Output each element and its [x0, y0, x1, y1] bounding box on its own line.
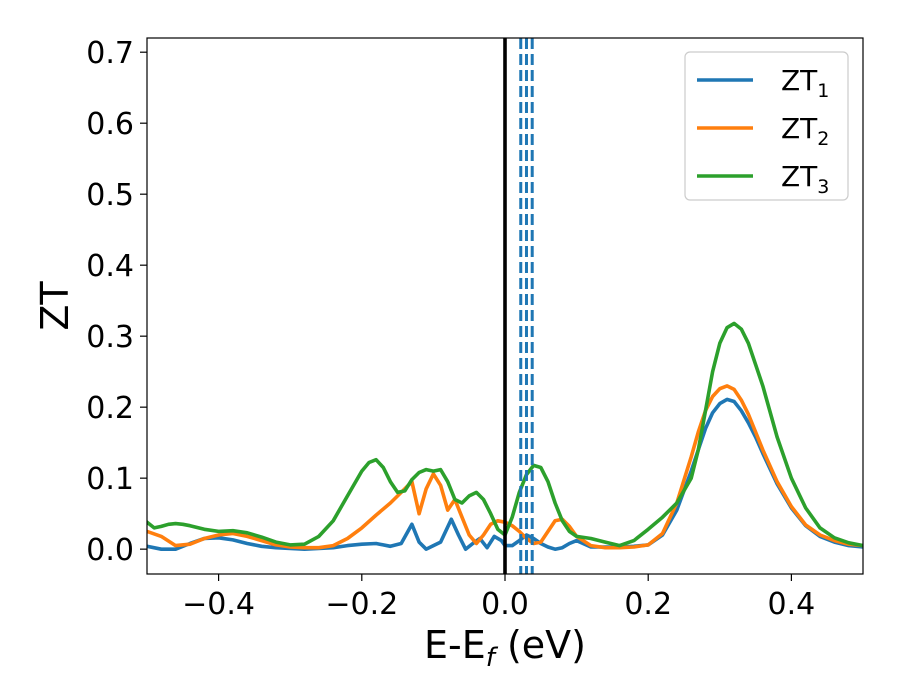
series-layer — [147, 321, 863, 551]
series-line-zt2 — [147, 384, 863, 550]
y-tick-label: 0.4 — [86, 249, 134, 284]
legend: ZT1 ZT2 ZT3 — [684, 51, 849, 201]
x-tick-label: −0.2 — [325, 587, 398, 622]
legend-label-zt3: ZT3 — [781, 160, 829, 198]
legend-label-zt1: ZT1 — [781, 64, 829, 102]
reference-lines — [503, 38, 534, 574]
legend-box — [684, 51, 849, 201]
y-tick-label: 0.7 — [86, 36, 134, 71]
x-axis-label: E-Ef (eV) — [424, 623, 586, 673]
y-axis-label: ZT — [33, 281, 77, 331]
y-tick-label: 0.6 — [86, 107, 134, 142]
y-tick-label: 0.1 — [86, 462, 134, 497]
y-tick-label: 0.2 — [86, 391, 134, 426]
legend-label-zt2: ZT2 — [781, 112, 829, 150]
series-line-zt3 — [147, 321, 863, 548]
x-tick-label: 0.2 — [624, 587, 672, 622]
y-tick-label: 0.3 — [86, 320, 134, 355]
x-tick-label: −0.4 — [182, 587, 255, 622]
y-axis-ticks: 0.0 0.1 0.2 0.3 0.4 0.5 0.6 0.7 — [86, 36, 147, 568]
x-tick-label: 0.4 — [768, 587, 816, 622]
x-axis-ticks: −0.4 −0.2 0.0 0.2 0.4 — [182, 574, 815, 622]
y-tick-label: 0.0 — [86, 533, 134, 568]
y-tick-label: 0.5 — [86, 178, 134, 213]
x-tick-label: 0.0 — [481, 587, 529, 622]
